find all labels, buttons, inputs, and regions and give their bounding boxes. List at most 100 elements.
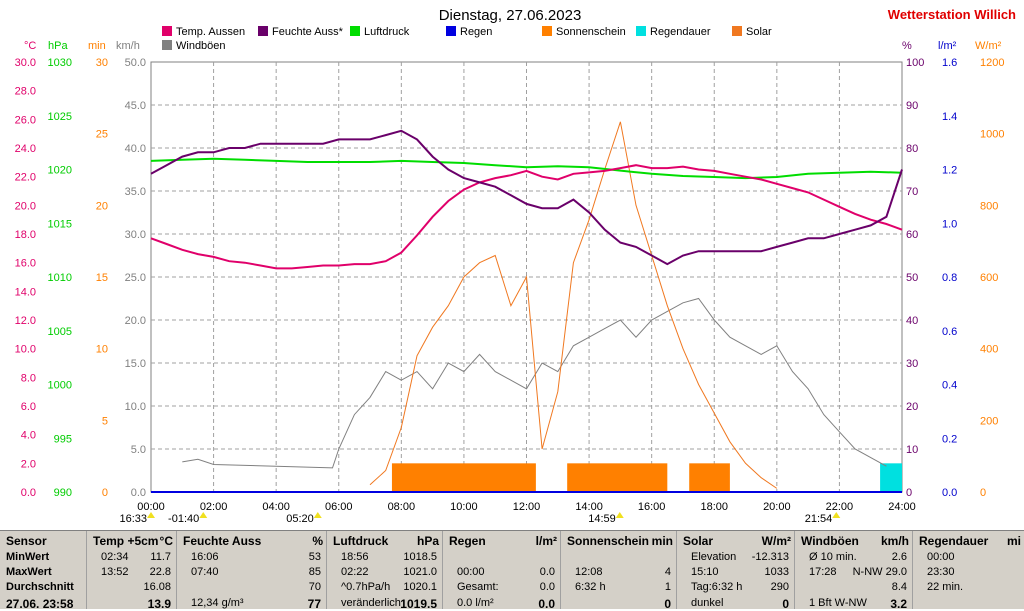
- pressure-tick-label: 1015: [48, 218, 72, 230]
- cell-windboen-value: 8.4: [891, 581, 907, 593]
- series-feuchte-auss-: [150, 129, 903, 266]
- humidity-tick-label: 60: [906, 229, 918, 241]
- chart-title: Dienstag, 27.06.2023: [439, 7, 582, 24]
- legend-item: Sonnenschein: [542, 26, 626, 38]
- col-sonnenschein: Sonnenschein min 12:08 4 6:32 h 1 0: [560, 531, 677, 611]
- wind-tick-label: 20.0: [125, 315, 146, 327]
- series-temp-aussen: [150, 164, 903, 270]
- humidity-unit-label: %: [902, 40, 912, 52]
- cell-luftdruck-label: ^0.7hPa/h: [341, 581, 391, 593]
- pressure-tick-label: 1025: [48, 111, 72, 123]
- cell-regen-label: Gesamt:: [457, 581, 499, 593]
- temp-tick-label: 26.0: [15, 114, 36, 126]
- wind-unit-label: km/h: [116, 40, 140, 52]
- wind-tick-label: 40.0: [125, 143, 146, 155]
- pressure-tick-label: 995: [54, 433, 72, 445]
- cell-sonnenschein-value: 1: [664, 581, 671, 593]
- cell-luftdruck-label: veränderlich: [341, 597, 401, 609]
- humidity-tick-label: 40: [906, 315, 918, 327]
- legend-label: Sonnenschein: [556, 26, 626, 38]
- cell-regen-value: 0.0: [538, 597, 555, 611]
- chart-legend: Temp. Aussen Feuchte Auss* Luftdruck Regen S…: [162, 26, 772, 52]
- col-sonnenschein-title: Sonnenschein: [567, 534, 650, 548]
- cell-temp-label: 13:52: [101, 566, 129, 578]
- sunshine-tick-label: 30: [96, 57, 108, 69]
- humidity-tick-label: 50: [906, 272, 918, 284]
- legend-swatch: [350, 26, 360, 36]
- cell-windboen-value: 2.6: [891, 551, 907, 563]
- legend-label: Feuchte Auss*: [272, 26, 344, 38]
- cell-solar-value: 1033: [764, 566, 789, 578]
- col-solar-title: Solar: [683, 534, 714, 548]
- col-windboen: Windböen km/h Ø 10 min. 2.6 17:28 N-NW 29.0 8.…: [794, 531, 913, 611]
- cell-regendauer-label: 23:30: [927, 566, 955, 578]
- series-luftdruck: [150, 157, 903, 180]
- cell-solar-value: -12.313: [751, 551, 789, 563]
- cell-solar-label: dunkel: [691, 597, 724, 609]
- legend-label: Regen: [460, 26, 492, 38]
- cell-temp-value: 22.8: [149, 566, 171, 578]
- humidity-tick-label: 30: [906, 358, 918, 370]
- cell-temp-label: 02:34: [101, 551, 129, 563]
- cell-solar-label: 15:10: [691, 566, 719, 578]
- legend-label: Solar: [746, 26, 772, 38]
- station-name: Wetterstation Willich: [888, 7, 1016, 22]
- marker-label: 14:59: [588, 513, 616, 525]
- sunshine-tick-label: 0: [102, 487, 108, 499]
- cell-feuchte-label: 07:40: [191, 566, 219, 578]
- sunshine-tick-label: 5: [102, 415, 108, 427]
- temp-tick-label: 14.0: [15, 286, 36, 298]
- solar-tick-label: 1200: [980, 57, 1004, 69]
- humidity-tick-label: 70: [906, 186, 918, 198]
- cell-regen-label: 0.0 l/m²: [457, 597, 494, 609]
- col-regen-unit: l/m²: [535, 534, 557, 548]
- cell-regen-value: 0.0: [539, 581, 555, 593]
- temp-tick-label: 2.0: [21, 458, 36, 470]
- cell-regen-label: 00:00: [457, 566, 485, 578]
- col-temp-title: Temp +5cm: [93, 534, 159, 548]
- cell-sonnenschein-value: 4: [664, 566, 671, 578]
- temp-tick-label: 8.0: [21, 372, 36, 384]
- marker-triangle: [832, 512, 841, 518]
- wind-tick-label: 50.0: [125, 57, 146, 69]
- legend-swatch: [636, 26, 646, 36]
- sunshine-tick-label: 15: [96, 272, 108, 284]
- temp-tick-label: 20.0: [15, 200, 36, 212]
- legend-label: Temp. Aussen: [176, 26, 245, 38]
- rain-tick-label: 0.6: [942, 326, 957, 338]
- humidity-tick-label: 20: [906, 401, 918, 413]
- row-label-min: MinWert: [6, 551, 50, 563]
- sunshine-tick-label: 25: [96, 129, 108, 141]
- col-regen-title: Regen: [449, 534, 486, 548]
- weather-chart: Dienstag, 27.06.2023 Wetterstation Willi…: [14, 7, 1017, 525]
- cell-windboen-label: Ø 10 min.: [809, 551, 857, 563]
- cell-feuchte-value: 77: [307, 597, 321, 611]
- cell-windboen-label: 1 Bft W-NW: [809, 597, 867, 609]
- legend-label: Regendauer: [650, 26, 711, 38]
- col-windboen-title: Windböen: [801, 534, 859, 548]
- wind-tick-label: 35.0: [125, 186, 146, 198]
- col-luftdruck-unit: hPa: [416, 534, 439, 548]
- col-sonnenschein-unit: min: [651, 534, 673, 548]
- cell-feuchte-label: 16:06: [191, 551, 219, 563]
- col-regendauer: Regendauer mi 00:00 23:30 22 min.: [912, 531, 1024, 609]
- pressure-unit-label: hPa: [48, 40, 68, 52]
- marker-triangle: [147, 512, 155, 518]
- x-tick-label: 02:00: [200, 501, 228, 513]
- x-tick-label: 06:00: [325, 501, 353, 513]
- marker-label: -01:40: [168, 513, 199, 525]
- col-sensor-title: Sensor: [6, 534, 47, 548]
- chart-grid: [150, 61, 903, 493]
- col-feuchte-unit: %: [312, 534, 323, 548]
- rain-tick-label: 0.2: [942, 433, 957, 445]
- pressure-tick-label: 990: [54, 487, 72, 499]
- pressure-tick-label: 1020: [48, 165, 72, 177]
- legend-item: Windböen: [162, 40, 226, 52]
- solar-tick-label: 0: [980, 487, 986, 499]
- cell-regendauer-label: 22 min.: [927, 581, 964, 593]
- legend-swatch: [446, 26, 456, 36]
- row-label-avg: Durchschnitt: [6, 581, 74, 593]
- cell-temp-value: 13.9: [147, 597, 171, 611]
- regendauer-bar: [880, 463, 902, 492]
